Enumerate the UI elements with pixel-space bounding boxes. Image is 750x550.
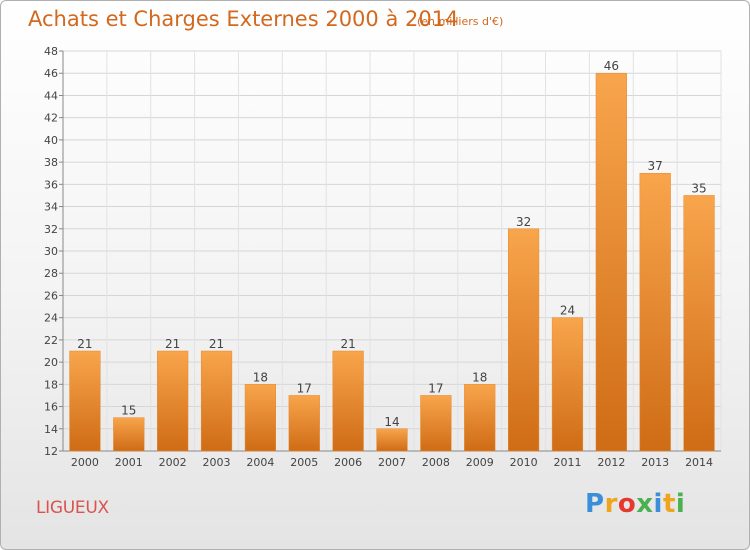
bar-value-label: 37 — [648, 159, 663, 173]
bar-value-label: 18 — [472, 370, 487, 384]
bar-2004 — [244, 384, 277, 452]
bar-2003 — [200, 350, 233, 452]
bar-value-label: 17 — [297, 381, 312, 395]
y-tick-label: 28 — [44, 267, 58, 280]
bar-2011 — [551, 317, 584, 452]
bars — [69, 72, 715, 452]
x-tick-label: 2011 — [553, 456, 581, 469]
bar-2005 — [288, 395, 320, 452]
bar-2012 — [595, 72, 627, 452]
y-tick-label: 14 — [44, 423, 58, 436]
y-tick-label: 20 — [44, 356, 58, 369]
x-tick-label: 2006 — [334, 456, 362, 469]
y-tick-label: 48 — [44, 45, 58, 58]
x-tick-label: 2013 — [641, 456, 669, 469]
y-tick-label: 18 — [44, 378, 58, 391]
bar-2000 — [69, 350, 101, 452]
bar-2006 — [332, 350, 364, 452]
bar-value-label: 14 — [384, 415, 399, 429]
bar-2009 — [464, 384, 496, 452]
logo-letter: x — [636, 489, 654, 519]
logo-letter: t — [662, 489, 676, 519]
y-tick-label: 38 — [44, 156, 58, 169]
bar-value-label: 32 — [516, 215, 531, 229]
x-tick-label: 2007 — [378, 456, 406, 469]
x-tick-label: 2014 — [685, 456, 713, 469]
commune-name: LIGUEUX — [36, 498, 109, 518]
logo-letter: P — [585, 489, 605, 519]
proxiti-logo: Proxiti — [585, 489, 685, 519]
y-tick-label: 34 — [44, 201, 58, 214]
bar-value-label: 18 — [253, 370, 268, 384]
y-tick-label: 36 — [44, 178, 58, 191]
y-tick-label: 22 — [44, 334, 58, 347]
bar-value-label: 21 — [77, 337, 92, 351]
bar-value-label: 24 — [560, 304, 575, 318]
bar-value-label: 35 — [691, 181, 706, 195]
chart-title: Achats et Charges Externes 2000 à 2014 — [28, 7, 459, 31]
y-tick-label: 44 — [44, 89, 58, 102]
y-tick-label: 24 — [44, 312, 58, 325]
bar-value-label: 46 — [604, 59, 619, 73]
bar-2008 — [420, 395, 452, 452]
chart-unit: (en milliers d'€) — [417, 15, 504, 28]
bar-2010 — [507, 228, 540, 452]
logo-letter: i — [653, 489, 663, 519]
bar-value-label: 15 — [121, 404, 136, 418]
logo-letter: i — [675, 489, 686, 519]
y-tick-label: 12 — [44, 445, 58, 458]
labels: 12 14 16 18 20 22 24 26 28 30 32 34 36 38 40 42 44 46 48 21… — [44, 45, 713, 469]
bar-value-label: 21 — [165, 337, 180, 351]
bar-2013 — [639, 172, 671, 452]
logo-letter: r — [604, 489, 618, 519]
bar-value-label: 21 — [209, 337, 224, 351]
y-tick-label: 40 — [44, 134, 58, 147]
bar-2001 — [113, 417, 145, 452]
bar-value-label: 17 — [428, 381, 443, 395]
y-tick-label: 16 — [44, 401, 58, 414]
x-tick-label: 2002 — [159, 456, 187, 469]
x-tick-label: 2005 — [290, 456, 318, 469]
bar-value-label: 21 — [340, 337, 355, 351]
y-tick-label: 32 — [44, 223, 58, 236]
x-tick-label: 2000 — [71, 456, 99, 469]
bar-2002 — [157, 350, 189, 452]
x-tick-label: 2004 — [246, 456, 274, 469]
x-tick-label: 2010 — [510, 456, 538, 469]
logo-letter: o — [617, 489, 637, 519]
x-tick-label: 2003 — [203, 456, 231, 469]
x-tick-label: 2012 — [597, 456, 625, 469]
y-tick-label: 42 — [44, 112, 58, 125]
y-tick-label: 46 — [44, 67, 58, 80]
x-tick-label: 2001 — [115, 456, 143, 469]
x-tick-label: 2008 — [422, 456, 450, 469]
y-tick-label: 26 — [44, 289, 58, 302]
bar-2014 — [683, 195, 715, 452]
x-tick-label: 2009 — [466, 456, 494, 469]
y-tick-label: 30 — [44, 245, 58, 258]
bar-2007 — [376, 428, 408, 452]
